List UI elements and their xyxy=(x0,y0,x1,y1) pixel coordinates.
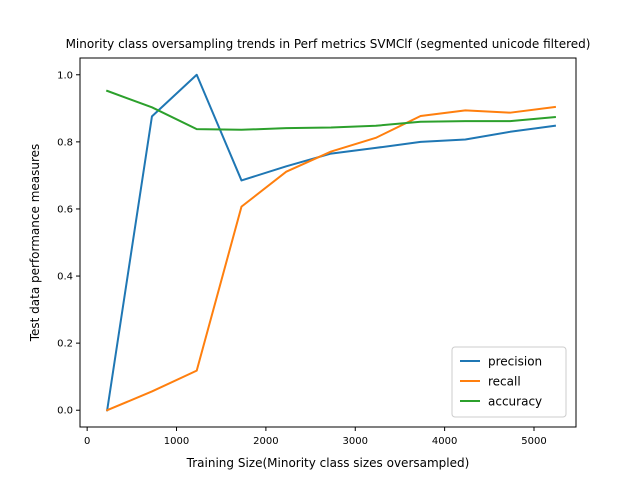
x-tick-label: 0 xyxy=(84,436,90,447)
legend-box xyxy=(451,346,567,418)
x-tick-label: 3000 xyxy=(343,436,368,447)
legend-label: recall xyxy=(488,375,521,389)
y-tick-label: 0.0 xyxy=(57,406,73,417)
chart-title: Minority class oversampling trends in Pe… xyxy=(66,37,591,51)
x-tick-label: 4000 xyxy=(432,436,457,447)
y-tick-label: 0.6 xyxy=(57,204,73,215)
y-tick-label: 0.8 xyxy=(57,137,73,148)
y-axis: 0.0 0.2 0.4 0.6 0.8 1.0 xyxy=(57,70,80,417)
y-tick-label: 0.4 xyxy=(57,272,73,283)
x-tick-label: 2000 xyxy=(253,436,278,447)
legend-label: precision xyxy=(488,355,542,369)
y-axis-title: Test data performance measures xyxy=(28,144,42,343)
y-tick-label: 0.2 xyxy=(57,339,73,350)
y-tick-label: 1.0 xyxy=(57,70,73,81)
x-axis-title: Training Size(Minority class sizes overs… xyxy=(186,456,470,470)
legend-label: accuracy xyxy=(488,395,542,409)
series-layer xyxy=(105,73,557,412)
plot-frame xyxy=(79,57,577,428)
x-tick-label: 5000 xyxy=(521,436,546,447)
x-tick-label: 1000 xyxy=(164,436,189,447)
x-axis: 0 1000 2000 3000 4000 5000 xyxy=(84,427,547,447)
legend: precision recall accuracy xyxy=(451,346,567,418)
